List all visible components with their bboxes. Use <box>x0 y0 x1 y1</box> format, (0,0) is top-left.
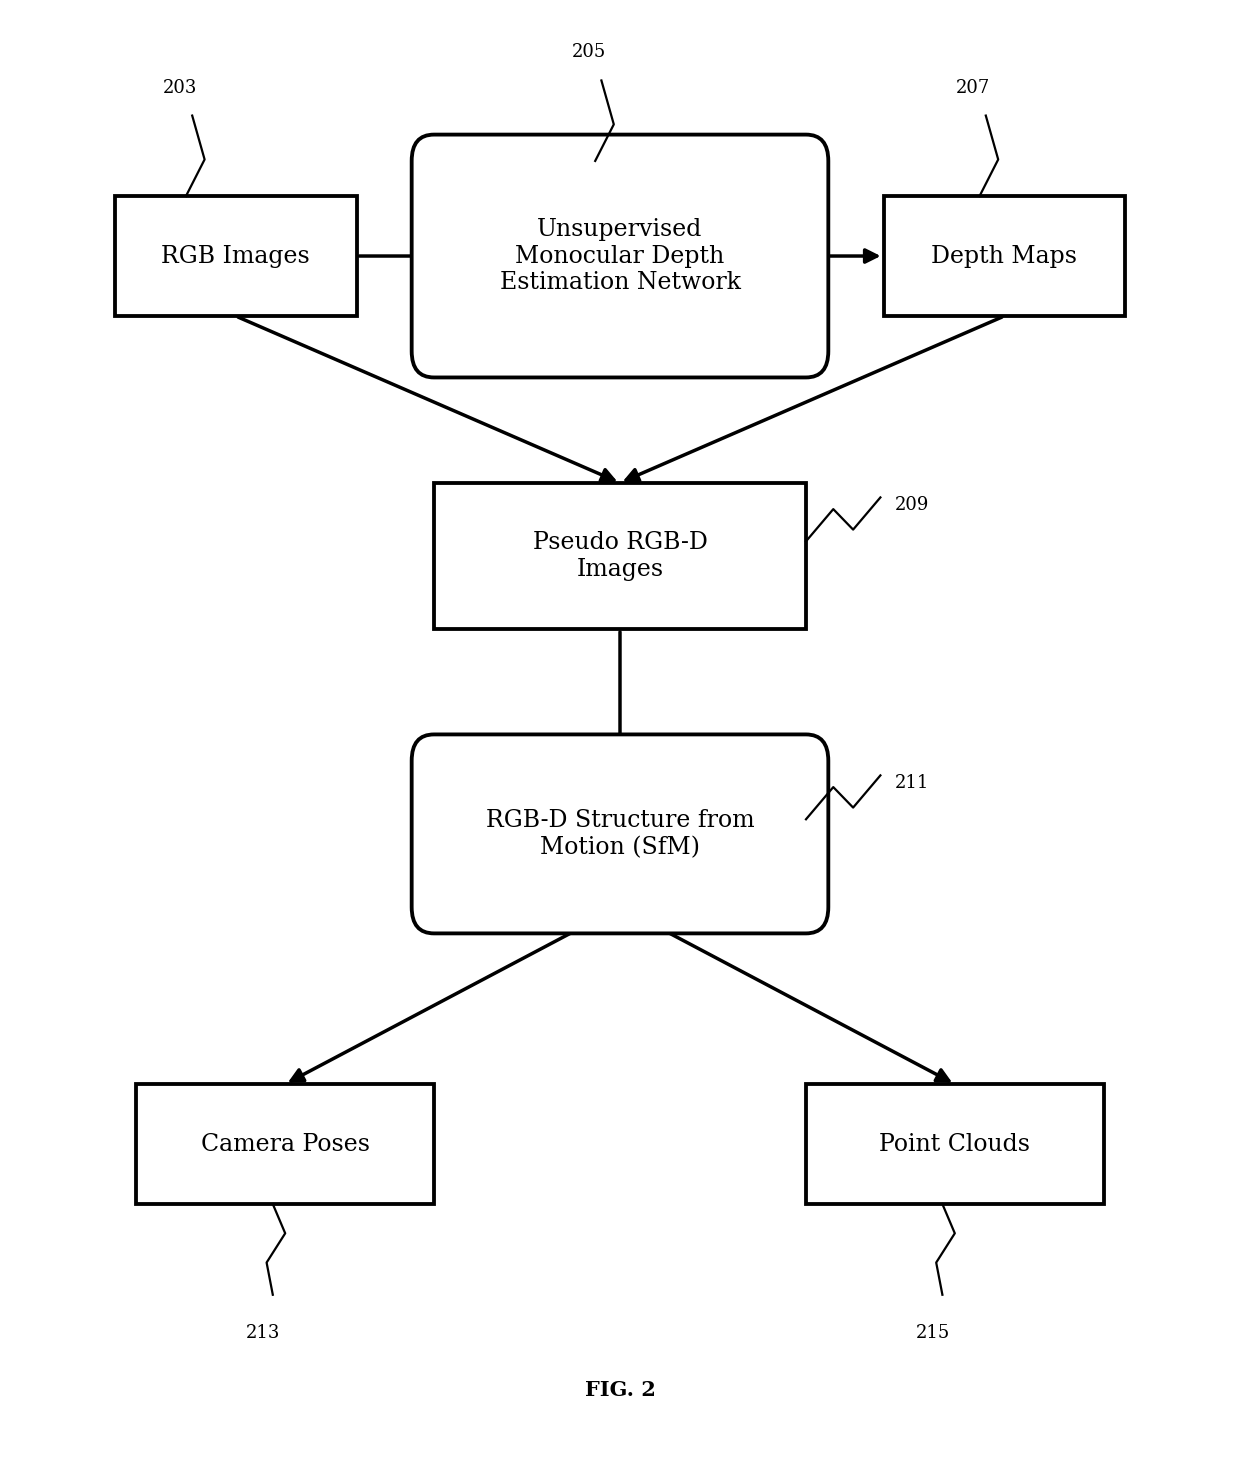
Text: RGB-D Structure from
Motion (SfM): RGB-D Structure from Motion (SfM) <box>486 809 754 859</box>
FancyBboxPatch shape <box>114 196 357 316</box>
Text: Unsupervised
Monocular Depth
Estimation Network: Unsupervised Monocular Depth Estimation … <box>500 218 740 294</box>
Text: Pseudo RGB-D
Images: Pseudo RGB-D Images <box>532 531 708 581</box>
Text: 203: 203 <box>162 79 197 97</box>
Text: 213: 213 <box>246 1324 280 1342</box>
Text: 215: 215 <box>915 1324 950 1342</box>
Text: 205: 205 <box>572 44 606 61</box>
Text: Camera Poses: Camera Poses <box>201 1132 370 1156</box>
FancyBboxPatch shape <box>434 483 806 629</box>
FancyBboxPatch shape <box>412 734 828 933</box>
Text: 211: 211 <box>895 774 930 791</box>
FancyBboxPatch shape <box>883 196 1126 316</box>
Text: Point Clouds: Point Clouds <box>879 1132 1030 1156</box>
Text: Depth Maps: Depth Maps <box>931 244 1078 268</box>
FancyBboxPatch shape <box>412 135 828 377</box>
FancyBboxPatch shape <box>806 1084 1104 1204</box>
Text: 207: 207 <box>956 79 991 97</box>
Text: RGB Images: RGB Images <box>161 244 310 268</box>
Text: FIG. 2: FIG. 2 <box>584 1380 656 1400</box>
FancyBboxPatch shape <box>136 1084 434 1204</box>
Text: 209: 209 <box>895 496 930 514</box>
